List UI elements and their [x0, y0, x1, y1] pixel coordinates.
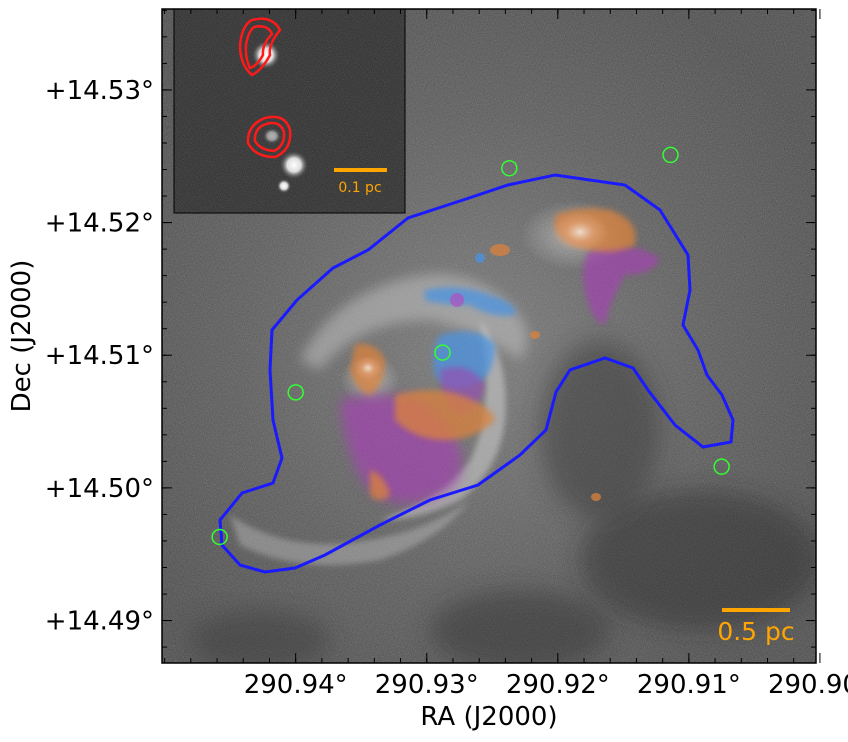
x-tick-label: 290.92° [506, 670, 610, 700]
sky-image [162, 9, 816, 663]
source-marker [211, 528, 228, 546]
x-tick-labels: 290.94° 290.93° 290.92° 290.91° 290.90° [244, 670, 848, 700]
plot-frame [161, 8, 817, 664]
y-axis-label: Dec (J2000) [7, 260, 37, 413]
inset-scale-label: 0.1 pc [338, 180, 381, 196]
x-tick-label: 290.91° [637, 670, 741, 700]
source-marker [713, 458, 730, 475]
y-tick-label: +14.52° [45, 209, 154, 239]
y-tick-label: +14.53° [45, 76, 154, 106]
x-tick-label: 290.94° [244, 670, 348, 700]
y-tick-labels: +14.53° +14.52° +14.51° +14.50° +14.49° [45, 76, 154, 637]
source-marker [662, 146, 679, 164]
y-tick-label: +14.51° [45, 341, 154, 371]
y-tick-label: +14.50° [45, 474, 154, 504]
inset-panel: 0.1 pc [173, 8, 406, 214]
source-markers [211, 146, 730, 546]
inset-red-contours [238, 17, 292, 159]
blue-contour [218, 173, 735, 574]
x-tick-label: 290.90° [768, 670, 848, 700]
x-tick-label: 290.93° [375, 670, 479, 700]
x-axis-label: RA (J2000) [420, 702, 557, 732]
y-tick-label: +14.49° [45, 607, 154, 637]
main-scale-label: 0.5 pc [717, 617, 794, 646]
source-marker [501, 159, 518, 177]
source-marker [434, 344, 451, 361]
axis-ticks [162, 9, 821, 663]
source-marker [287, 384, 304, 401]
